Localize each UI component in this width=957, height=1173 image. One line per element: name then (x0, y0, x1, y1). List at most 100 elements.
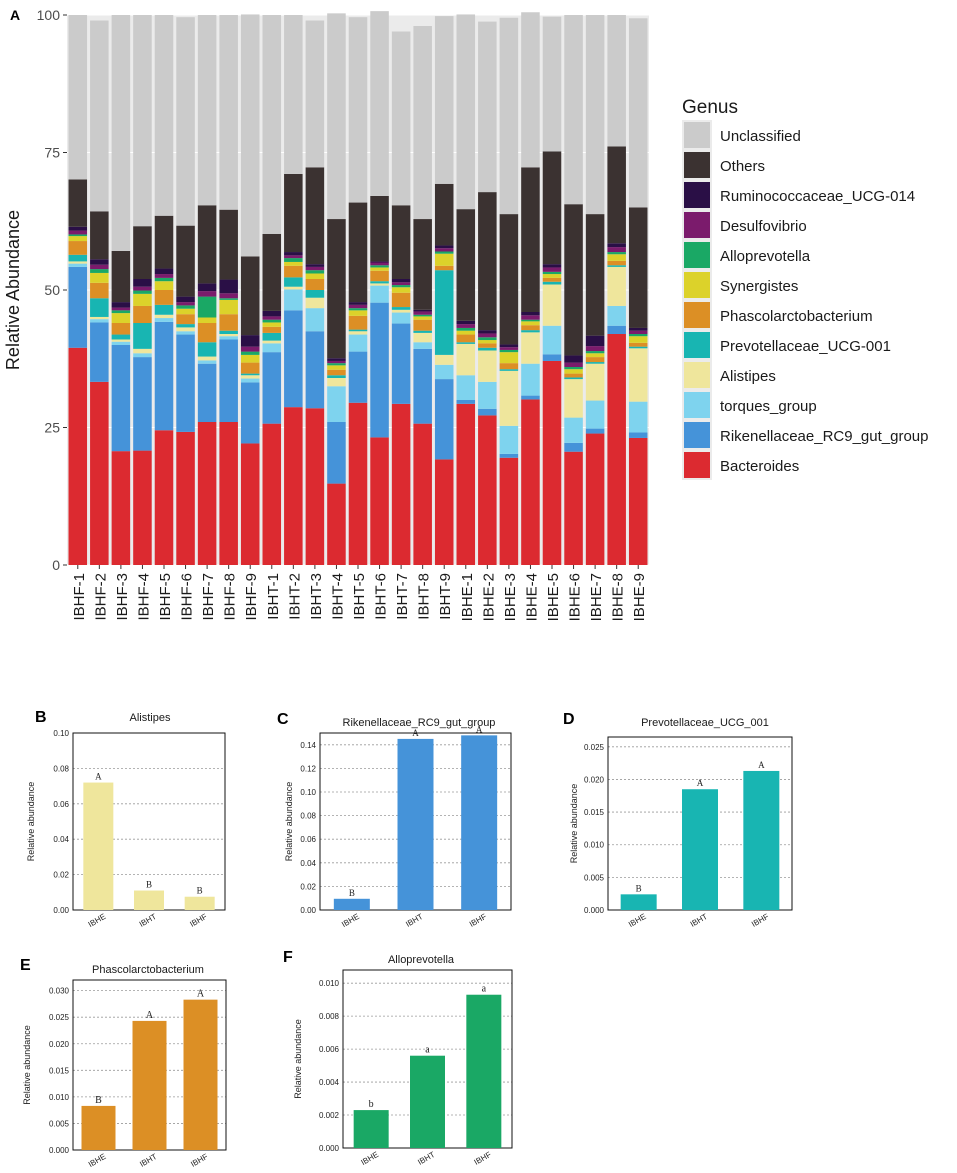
bar-segment-alloprevotella (219, 298, 238, 300)
panel-letter-e: E (20, 957, 31, 974)
bar-segment-torques_group (564, 417, 583, 443)
x-tick-label: IBHT (138, 912, 158, 929)
bar-segment-torques_group (240, 378, 260, 383)
bar-segment-phascolarctobacterium (542, 277, 562, 282)
legend-item-alistipes: Alistipes (682, 360, 776, 390)
bar-segment-alistipes (327, 378, 346, 387)
panel-e-chart: E Phascolarctobacterium 0.000 0.005 0.010 0.0… (20, 957, 227, 1169)
x-tick-label: IBHT (416, 1150, 436, 1167)
legend-label: Unclassified (720, 128, 801, 145)
x-tick-label: IBHF (468, 912, 488, 929)
bar-segment-prevotellaceae_ucg-001 (628, 346, 648, 349)
bar-segment-alloprevotella (240, 351, 260, 355)
bar-segment-bacteroides (262, 423, 282, 565)
bar-segment-torques_group (219, 336, 238, 340)
y-axis-title: Relative abundance (284, 782, 294, 862)
bar-segment-alistipes (564, 379, 583, 418)
bar-segment-alloprevotella (154, 277, 174, 282)
bar-segment-prevotellaceae_ucg-001 (370, 281, 389, 284)
x-tick-label: IBHT (404, 912, 424, 929)
bar-segment-prevotellaceae_ucg-001 (68, 254, 88, 262)
bar-segment-others (219, 209, 238, 280)
bar-segment-bacteroides (585, 433, 605, 565)
legend-label: torques_group (720, 398, 817, 415)
bar-segment-rikenellaceae_rc9_gut_group (478, 408, 497, 416)
legend-label: Ruminococcaceae_UCG-014 (720, 188, 915, 205)
bar-segment-prevotellaceae_ucg-001 (327, 375, 346, 378)
y-tick-label: 0.00 (53, 906, 69, 915)
bar-segment-alistipes (284, 286, 303, 290)
x-tick-label: IBHF-4 (135, 573, 152, 621)
bar-segment-alloprevotella (327, 363, 346, 366)
bar-segment-bacteroides (111, 451, 131, 565)
bar-segment-desulfovibrio (90, 264, 109, 270)
y-tick-label: 0.12 (300, 764, 316, 773)
bar-segment-bacteroides (219, 422, 238, 565)
bar-segment-others (456, 209, 476, 321)
bar-segment-rikenellaceae_rc9_gut_group (607, 325, 626, 334)
bar-segment-desulfovibrio (305, 266, 325, 271)
bar-segment-synergistes (262, 322, 282, 327)
bar-segment-bacteroides (348, 402, 368, 565)
stacked-bar-IBHF-1 (68, 15, 88, 565)
bar-segment-alistipes (607, 266, 626, 306)
y-axis-title: Relative Abundance (3, 210, 23, 370)
bar-segment-unclassified (607, 15, 626, 147)
bar-segment-synergistes (154, 281, 174, 290)
y-tick-label: 0.025 (584, 743, 605, 752)
bar-segment-bacteroides (628, 437, 648, 565)
bar-segment-rikenellaceae_rc9_gut_group (370, 302, 389, 438)
bar-segment-phascolarctobacterium (434, 265, 454, 271)
y-tick-label: 0.02 (300, 882, 316, 891)
legend-title: Genus (682, 97, 738, 118)
significance-letter: A (146, 1010, 154, 1021)
x-tick-label: IBHT-6 (373, 573, 390, 620)
bar-segment-ruminococcaceae_ucg-014 (284, 252, 303, 256)
x-tick-label: IBHF (188, 912, 208, 929)
y-tick-label: 0.002 (319, 1111, 340, 1120)
bar-segment-prevotellaceae_ucg-001 (262, 332, 282, 341)
stacked-bar-IBHT-9 (434, 16, 454, 565)
bar-segment-bacteroides (133, 450, 152, 565)
panel-letter-a: A (10, 7, 20, 23)
bar-segment-alistipes (176, 327, 195, 332)
bar-segment-unclassified (327, 13, 346, 220)
y-tick-label: 0.06 (53, 800, 69, 809)
bar-segment-synergistes (133, 293, 152, 306)
x-tick-label: IBHF (473, 1150, 493, 1167)
y-axis-title: Relative abundance (569, 784, 579, 864)
bar-segment-phascolarctobacterium (90, 282, 109, 299)
bar-ibhe (620, 894, 657, 910)
bar-segment-rikenellaceae_rc9_gut_group (176, 334, 195, 432)
bar-segment-torques_group (585, 400, 605, 429)
bar-segment-alistipes (133, 348, 152, 354)
bar-segment-torques_group (456, 375, 476, 400)
legend-item-phascolarctobacterium: Phascolarctobacterium (682, 300, 873, 330)
bar-ibhf (461, 735, 498, 910)
bar-segment-synergistes (585, 353, 605, 358)
bar-segment-unclassified (133, 15, 152, 227)
bar-segment-ruminococcaceae_ucg-014 (413, 309, 432, 312)
bar-segment-alistipes (628, 348, 648, 402)
y-tick-label: 75 (44, 145, 60, 161)
y-tick-label: 25 (44, 420, 60, 436)
bar-segment-phascolarctobacterium (240, 362, 260, 374)
y-tick-label: 50 (44, 282, 60, 298)
bar-segment-desulfovibrio (391, 282, 411, 286)
legend-label: Alistipes (720, 368, 776, 385)
bar-segment-others (521, 167, 540, 312)
bar-segment-phascolarctobacterium (133, 305, 152, 323)
bar-segment-prevotellaceae_ucg-001 (348, 329, 368, 332)
legend-item-bacteroides: Bacteroides (682, 450, 799, 480)
bar-segment-bacteroides (327, 483, 346, 565)
stacked-bar-IBHE-2 (478, 21, 497, 565)
bar-segment-unclassified (197, 15, 217, 206)
bar-segment-alloprevotella (68, 234, 88, 237)
bar-segment-rikenellaceae_rc9_gut_group (564, 442, 583, 452)
bar-segment-alloprevotella (434, 251, 454, 254)
panel-a-stacked-chart: A 0 25 50 75 100 IBHF-1 IBHF-2 IBHF-3 IBHF-4 IBHF-… (3, 7, 928, 621)
bar-ibhe (353, 1110, 389, 1148)
x-tick-label: IBHF-5 (157, 573, 174, 621)
x-tick-label: IBHT-4 (329, 573, 346, 620)
bar-ibhf (183, 999, 218, 1150)
